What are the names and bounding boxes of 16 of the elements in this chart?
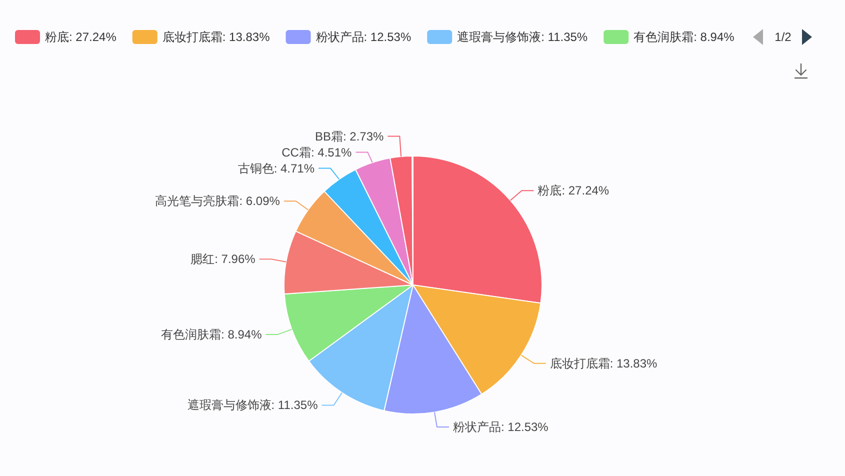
legend-label: 遮瑕膏与修饰液: 11.35% <box>457 30 588 44</box>
slice-label: 底妆打底霜: 13.83% <box>550 356 658 370</box>
slice-label: 遮瑕膏与修饰液: 11.35% <box>187 398 318 412</box>
slice-label: CC霜: 4.51% <box>282 145 352 160</box>
legend-label: 粉状产品: 12.53% <box>316 30 412 44</box>
slice-label: BB霜: 2.73% <box>314 129 384 144</box>
slice-label: 古铜色: 4.71% <box>238 161 315 176</box>
slice-label: 有色润肤霜: 8.94% <box>161 327 262 342</box>
legend-label: 粉底: 27.24% <box>45 30 117 44</box>
legend-label: 底妆打底霜: 13.83% <box>162 30 270 44</box>
slice-label: 粉底: 27.24% <box>538 184 610 198</box>
legend-label: 有色润肤霜: 8.94% <box>634 30 735 44</box>
text: 1/2 <box>774 30 792 44</box>
slice-label: 腮红: 7.96% <box>190 252 256 266</box>
slice-label: 高光笔与亮肤霜: 6.09% <box>155 194 280 208</box>
slice-label: 粉状产品: 12.53% <box>453 420 549 434</box>
